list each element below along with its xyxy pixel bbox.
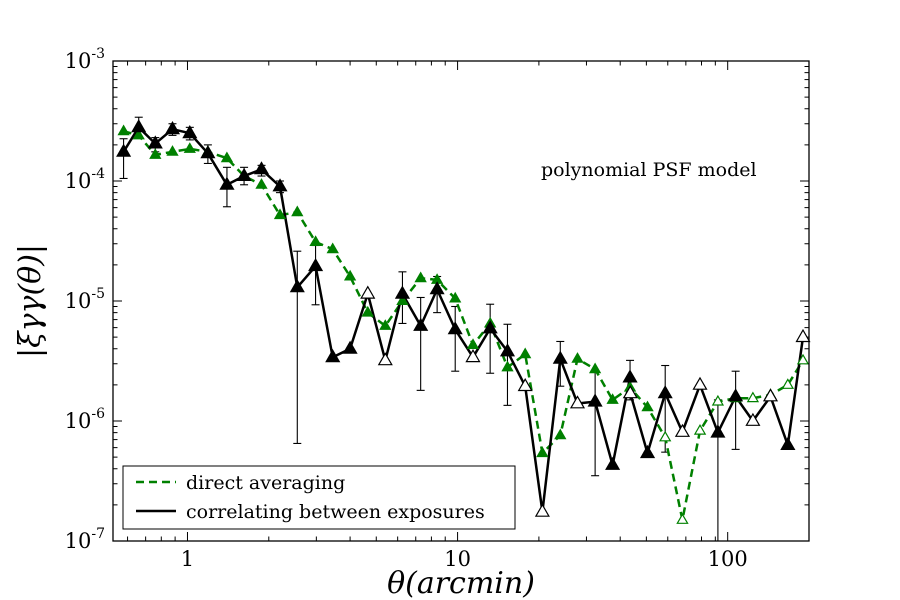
- data-point: [149, 148, 162, 159]
- data-point: [587, 393, 603, 407]
- data-point: [554, 428, 567, 440]
- data-point: [343, 269, 357, 281]
- x-tick-label: 100: [708, 547, 748, 571]
- data-point: [536, 446, 549, 458]
- data-point: [183, 142, 196, 153]
- data-point: [746, 391, 760, 403]
- data-point: [622, 385, 638, 399]
- data-point: [396, 294, 409, 305]
- data-point: [379, 319, 392, 330]
- data-point: [466, 338, 480, 349]
- data-point: [273, 208, 287, 220]
- data-point: [360, 285, 376, 299]
- data-point: [641, 400, 654, 412]
- data-point: [676, 513, 689, 524]
- data-point: [780, 436, 796, 450]
- data-point: [236, 167, 252, 181]
- data-point: [272, 178, 288, 192]
- series-line-0: [123, 129, 805, 522]
- data-point: [569, 395, 586, 409]
- data-point: [639, 444, 656, 459]
- marker-layer: [116, 119, 811, 524]
- data-point: [499, 343, 516, 357]
- data-point: [588, 362, 602, 374]
- legend-label-correlating: correlating between exposures: [186, 501, 485, 523]
- legend-box: [122, 465, 516, 530]
- data-point: [710, 424, 726, 438]
- chart-annotation: polynomial PSF model: [541, 159, 757, 181]
- data-point: [361, 305, 374, 317]
- data-point: [219, 176, 235, 190]
- data-point: [622, 369, 638, 383]
- x-tick-label: 1: [181, 547, 194, 571]
- data-point: [166, 145, 179, 156]
- data-point: [289, 279, 305, 293]
- data-point: [796, 353, 810, 365]
- data-point: [781, 378, 795, 389]
- data-point: [253, 161, 270, 175]
- data-point: [325, 348, 341, 363]
- data-point: [762, 388, 779, 402]
- data-point: [692, 376, 708, 390]
- legend-label-direct-averaging: direct averaging: [186, 472, 345, 494]
- data-point: [147, 135, 163, 149]
- data-point: [693, 424, 707, 435]
- data-point: [131, 119, 147, 133]
- data-point: [657, 385, 673, 399]
- data-point: [571, 352, 584, 363]
- data-point: [519, 347, 532, 359]
- data-point: [429, 281, 445, 295]
- data-point: [220, 151, 234, 163]
- data-point: [164, 120, 181, 135]
- data-point: [659, 430, 672, 442]
- data-point: [534, 503, 550, 517]
- x-axis-label: θ(arcmin): [387, 566, 535, 600]
- data-point: [414, 271, 427, 283]
- ticks-layer: [113, 60, 810, 542]
- x-tick-label: 10: [444, 547, 471, 571]
- data-point: [517, 377, 533, 392]
- legend: direct averaging correlating between exp…: [122, 465, 516, 530]
- data-point: [182, 124, 198, 139]
- data-point: [674, 423, 691, 437]
- data-point: [291, 205, 304, 217]
- data-point: [606, 393, 619, 404]
- data-point: [309, 235, 322, 246]
- data-point: [465, 348, 481, 363]
- y-tick-exponent: -6: [91, 406, 105, 422]
- data-point: [795, 328, 811, 343]
- data-point: [326, 242, 339, 254]
- data-point: [200, 145, 216, 159]
- data-point: [745, 412, 761, 426]
- data-point: [605, 456, 621, 470]
- data-point: [447, 321, 463, 335]
- data-point: [117, 124, 130, 136]
- y-tick-exponent: -4: [91, 166, 105, 182]
- data-point: [308, 257, 324, 272]
- plot-frame: [112, 60, 810, 542]
- y-axis-label: |ξγγ(θ)|: [13, 244, 48, 358]
- data-point: [132, 128, 145, 140]
- data-point: [728, 388, 744, 402]
- data-point: [377, 352, 393, 366]
- y-tick-exponent: -7: [91, 526, 105, 542]
- data-point: [711, 394, 725, 406]
- y-tick-exponent: -3: [91, 46, 105, 62]
- data-point: [482, 320, 498, 334]
- y-tick-exponent: -5: [91, 286, 105, 302]
- data-point: [413, 317, 429, 331]
- data-point: [255, 178, 268, 189]
- data-point: [394, 285, 411, 299]
- data-point: [449, 291, 462, 303]
- data-point: [116, 143, 132, 157]
- data-point: [501, 360, 514, 372]
- data-point: [552, 350, 568, 364]
- data-point: [342, 340, 358, 354]
